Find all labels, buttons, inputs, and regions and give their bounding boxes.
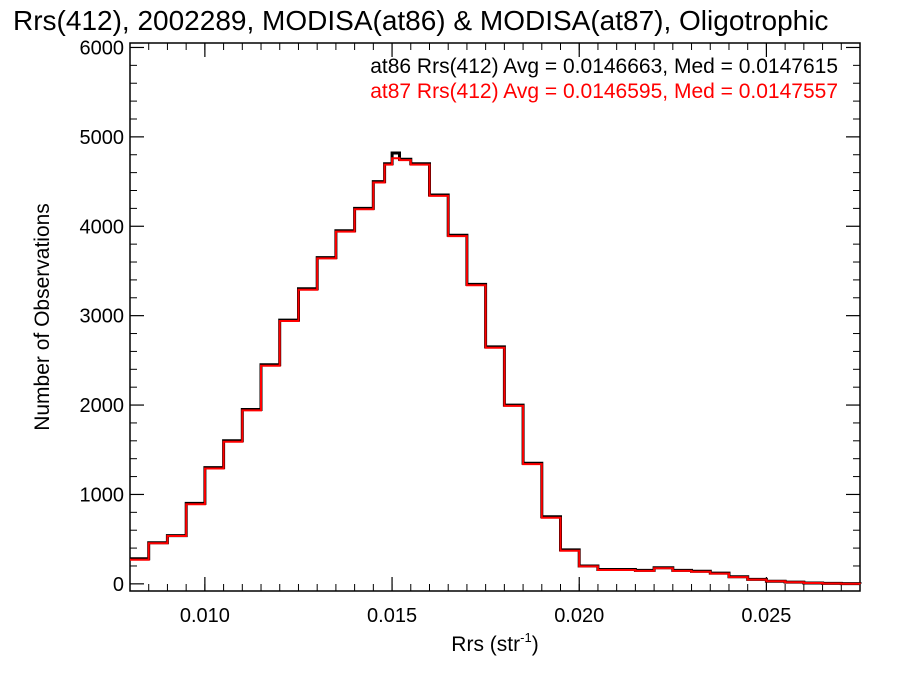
x-axis-label-main: Rrs (str — [451, 633, 520, 656]
series-at87-line — [130, 157, 861, 585]
y-tick-label: 2000 — [80, 395, 125, 417]
series-at86-line — [130, 151, 862, 586]
legend-at87: at87 Rrs(412) Avg = 0.0146595, Med = 0.0… — [370, 80, 838, 103]
y-tick-label: 6000 — [80, 37, 125, 59]
y-tick-label: 3000 — [80, 306, 125, 328]
x-axis-label-sup: -1 — [520, 630, 532, 645]
series-layer — [130, 151, 862, 586]
chart-title: Rrs(412), 2002289, MODISA(at86) & MODISA… — [13, 5, 828, 36]
x-axis-label-end: ) — [532, 633, 539, 656]
y-axis-label: Number of Observations — [31, 203, 54, 431]
x-tick-label: 0.010 — [180, 605, 230, 627]
y-tick-label: 0 — [113, 574, 124, 596]
plot-frame — [129, 42, 861, 592]
y-tick-label: 5000 — [80, 127, 125, 149]
y-tick-label: 1000 — [80, 484, 125, 506]
x-axis-label: Rrs (str-1) — [451, 630, 538, 656]
y-tick-label: 4000 — [80, 216, 125, 238]
x-tick-label: 0.025 — [741, 605, 791, 627]
legend-at86: at86 Rrs(412) Avg = 0.0146663, Med = 0.0… — [370, 55, 838, 78]
x-tick-label: 0.020 — [554, 605, 604, 627]
x-tick-label: 0.015 — [367, 605, 417, 627]
axis-ticks: 0.010 0.015 0.020 0.025 0 1000 2000 3000 4000 500… — [80, 37, 861, 627]
